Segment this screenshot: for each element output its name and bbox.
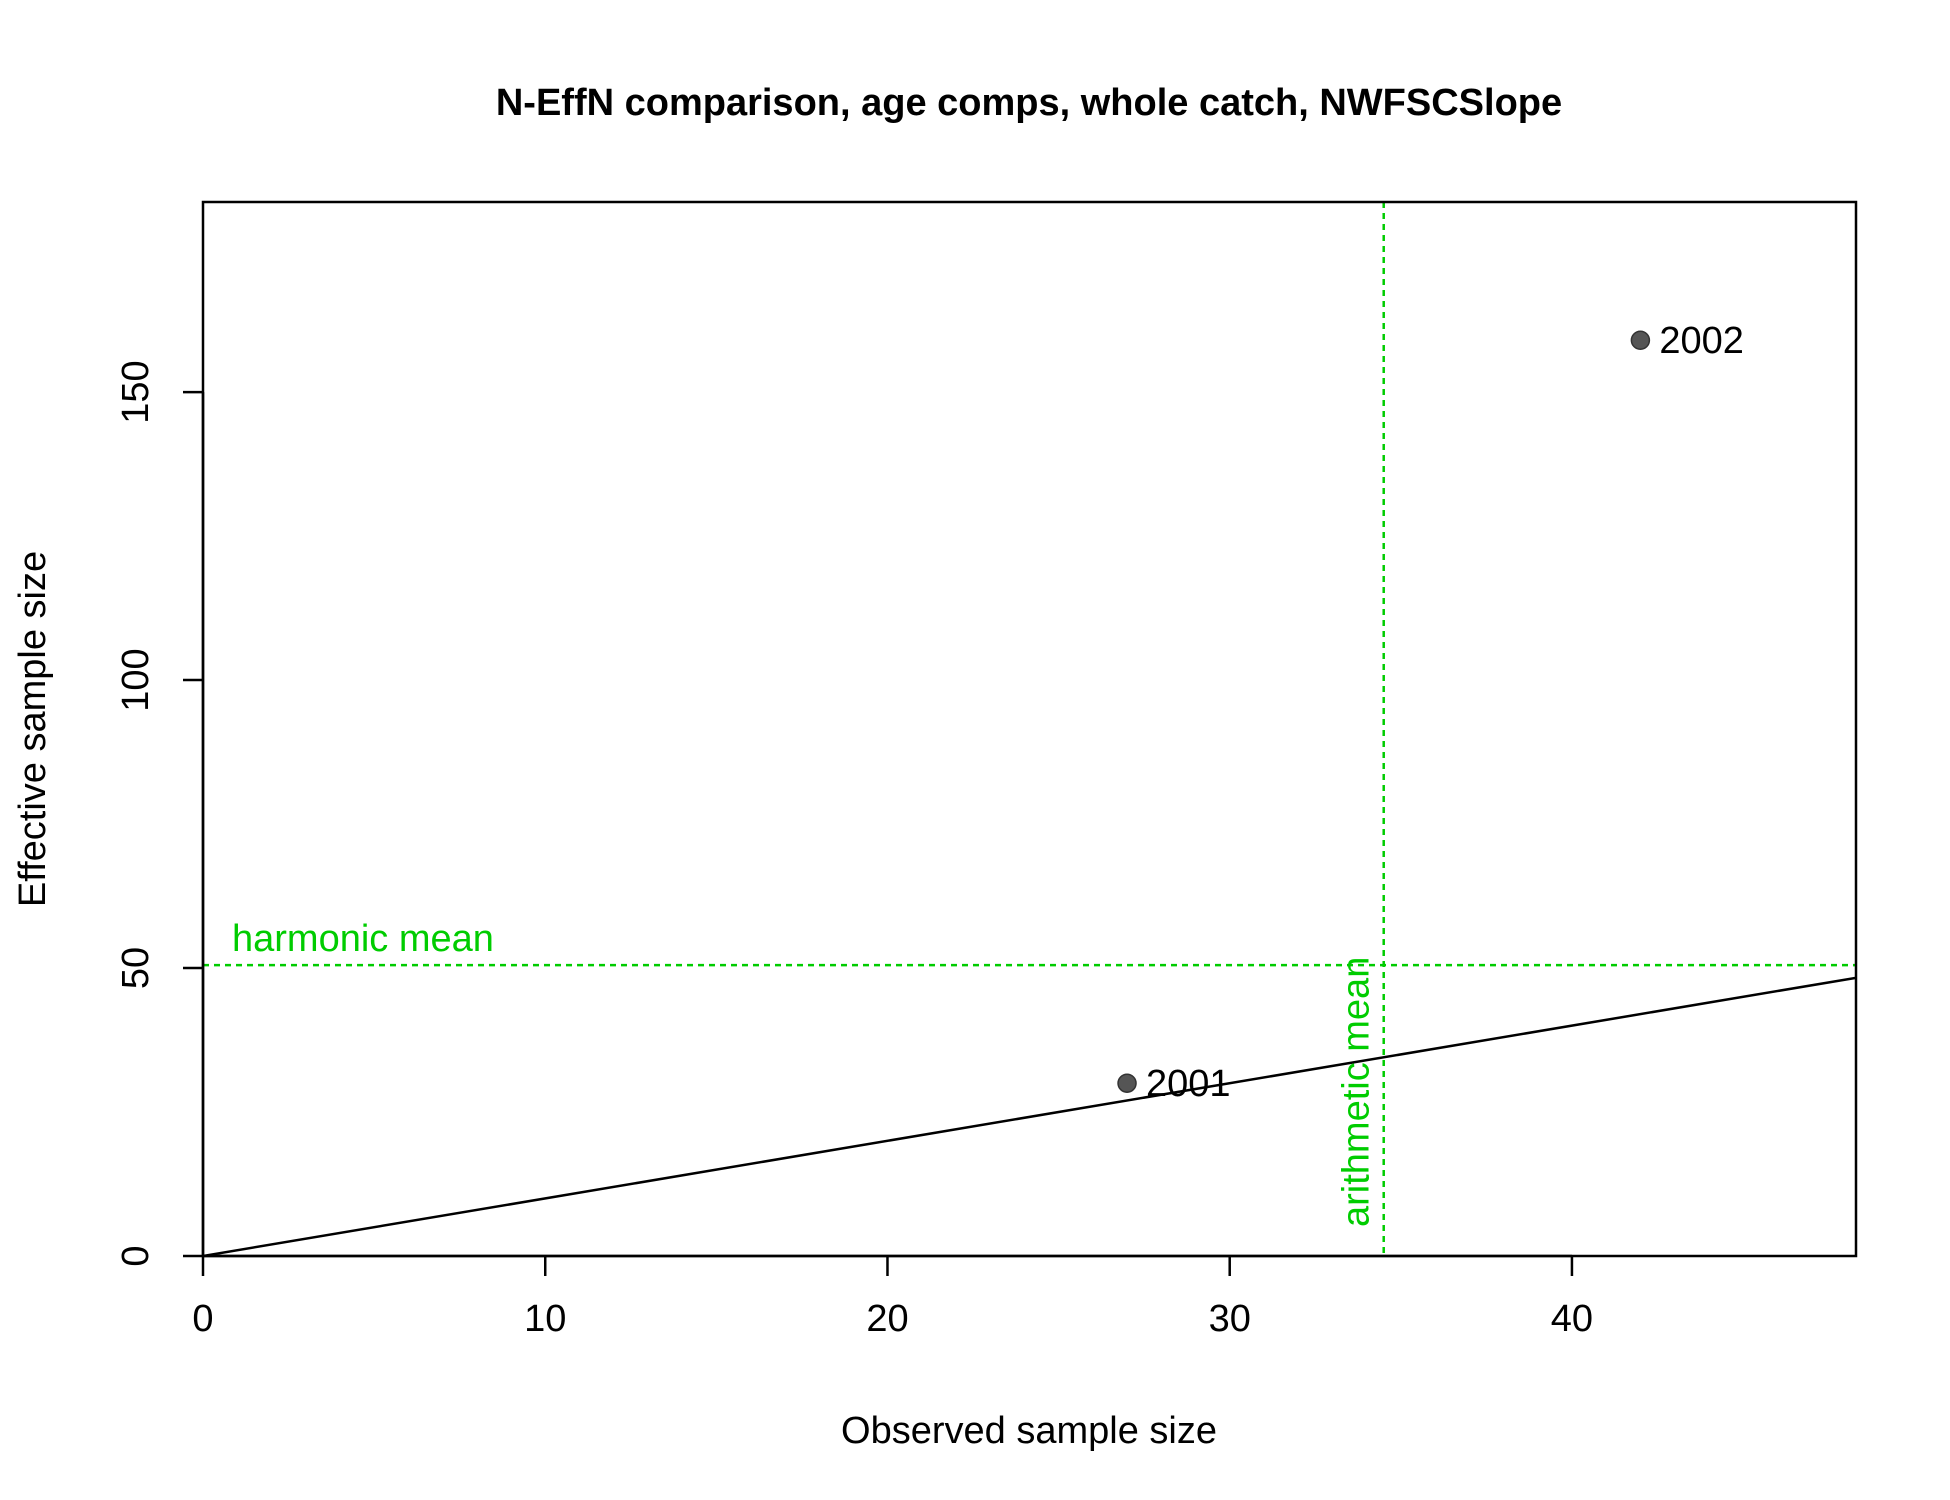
harmonic-mean-label: harmonic mean (232, 918, 494, 960)
y-tick-label: 50 (115, 947, 157, 989)
plot-area: harmonic mean arithmetic mean 2001 2002 (203, 202, 1856, 1256)
data-point (1117, 1073, 1137, 1093)
y-axis-label: Effective sample size (12, 551, 54, 907)
y-axis: 0 50 100 150 (115, 360, 205, 1267)
x-tick-label: 20 (866, 1298, 908, 1340)
x-tick-label: 0 (192, 1298, 213, 1340)
x-tick-label: 30 (1209, 1298, 1251, 1340)
plot-frame (201, 200, 1858, 1258)
identity-line (203, 976, 1856, 1256)
data-point (1630, 330, 1651, 350)
x-axis-label: Observed sample size (841, 1410, 1217, 1452)
x-axis: 0 10 20 30 40 (192, 1254, 1593, 1340)
x-tick-label: 10 (524, 1298, 566, 1340)
data-point-label: 2001 (1146, 1063, 1231, 1105)
y-tick-label: 0 (115, 1245, 157, 1266)
data-point-label: 2002 (1659, 320, 1744, 362)
y-tick-label: 150 (115, 360, 157, 423)
x-tick-label: 40 (1551, 1298, 1593, 1340)
plot-inner (203, 202, 1856, 1256)
chart-title: N-EffN comparison, age comps, whole catc… (496, 82, 1562, 124)
y-tick-label: 100 (115, 648, 157, 711)
arithmetic-mean-label: arithmetic mean (1336, 957, 1378, 1227)
